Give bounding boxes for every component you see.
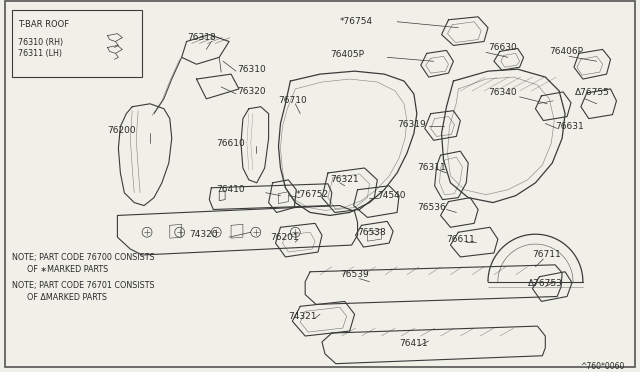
Text: 76201: 76201 [271, 232, 300, 242]
Text: ^760*0060: ^760*0060 [580, 362, 625, 371]
Text: 76538: 76538 [358, 228, 387, 237]
Text: 76710: 76710 [278, 96, 307, 105]
Text: 76711: 76711 [532, 250, 561, 259]
Text: 76539: 76539 [340, 270, 369, 279]
Text: 76321: 76321 [330, 175, 358, 185]
Text: 76311 (LH): 76311 (LH) [18, 49, 61, 58]
Text: *76754: *76754 [340, 17, 373, 26]
Text: 76406P: 76406P [549, 47, 583, 56]
Text: 76631: 76631 [555, 122, 584, 131]
Text: 76310: 76310 [237, 65, 266, 74]
Text: 74540: 74540 [378, 191, 406, 200]
Text: 74321: 74321 [289, 312, 317, 321]
Text: *76752: *76752 [295, 190, 328, 199]
Text: 76610: 76610 [216, 139, 245, 148]
Text: NOTE; PART CODE 76701 CONSISTS: NOTE; PART CODE 76701 CONSISTS [12, 280, 154, 290]
Text: 76318: 76318 [188, 33, 216, 42]
Text: NOTE; PART CODE 76700 CONSISTS: NOTE; PART CODE 76700 CONSISTS [12, 253, 154, 262]
Text: 76536: 76536 [417, 203, 445, 212]
Text: Δ76755: Δ76755 [575, 89, 610, 97]
Text: 74320: 74320 [189, 230, 218, 239]
Text: 76410: 76410 [216, 185, 245, 194]
Bar [12, 10, 142, 77]
Text: OF ∗MARKED PARTS: OF ∗MARKED PARTS [12, 265, 108, 274]
Text: 76310 (RH): 76310 (RH) [18, 38, 63, 46]
Text: 76405P: 76405P [330, 50, 364, 59]
Text: 76319: 76319 [397, 120, 426, 129]
Text: 76311: 76311 [417, 164, 445, 173]
Text: OF ΔMARKED PARTS: OF ΔMARKED PARTS [12, 292, 107, 302]
Text: 76611: 76611 [447, 235, 476, 244]
Text: 76630: 76630 [488, 43, 516, 52]
Text: 76200: 76200 [108, 126, 136, 135]
Text: 76340: 76340 [488, 89, 516, 97]
Text: T-BAR ROOF: T-BAR ROOF [18, 20, 68, 29]
Text: 76320: 76320 [237, 87, 266, 96]
Text: 76411: 76411 [399, 339, 428, 349]
Text: Δ76753: Δ76753 [527, 279, 563, 288]
